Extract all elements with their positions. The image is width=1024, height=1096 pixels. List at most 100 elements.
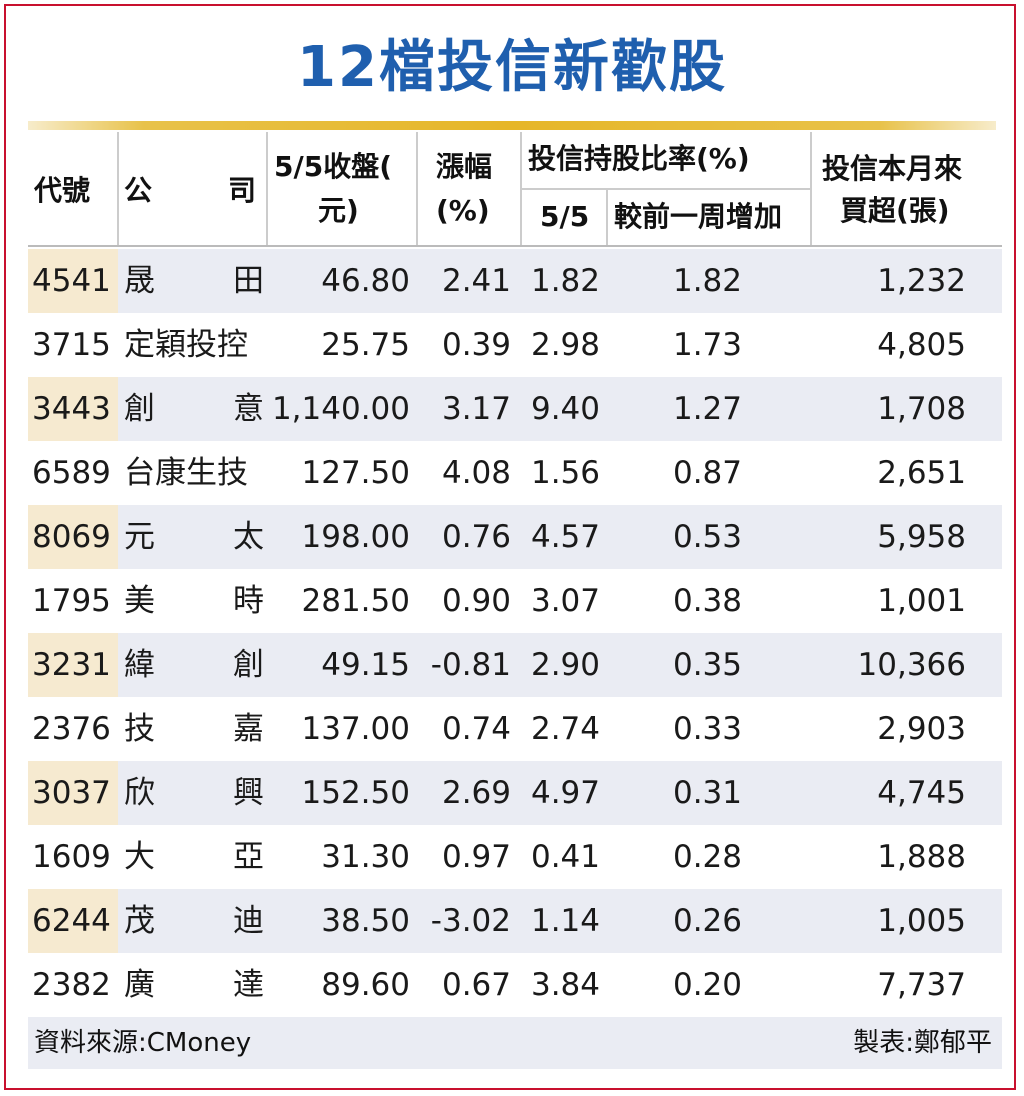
company-name-part: 太 xyxy=(233,519,264,555)
column-divider xyxy=(810,247,812,1017)
company-name-part: 田 xyxy=(233,263,264,299)
ratio-increase: 0.28 xyxy=(672,839,742,875)
change-pct: 0.74 xyxy=(441,711,511,747)
company-name-part: 元 xyxy=(124,519,155,555)
company-name: 創意 xyxy=(124,377,264,441)
change-pct: 4.08 xyxy=(441,455,511,491)
header-code: 代號 xyxy=(34,174,91,207)
change-pct: 2.41 xyxy=(441,263,511,299)
table-row: 3231 緯創 49.15 -0.81 2.90 0.35 10,366 xyxy=(28,633,1002,697)
company-name-part: 意 xyxy=(233,391,264,427)
gold-divider xyxy=(28,121,996,130)
header-buy-2: 買超(張) xyxy=(840,194,950,227)
code-highlight xyxy=(28,761,118,825)
close-price: 25.75 xyxy=(321,327,410,363)
column-divider xyxy=(117,247,119,1017)
net-buy: 7,737 xyxy=(877,967,966,1003)
change-pct: 2.69 xyxy=(441,775,511,811)
company-name-part: 技 xyxy=(124,711,155,747)
company-name-part: 創 xyxy=(124,391,155,427)
close-price: 31.30 xyxy=(321,839,410,875)
close-price: 46.80 xyxy=(321,263,410,299)
close-price: 127.50 xyxy=(301,455,410,491)
stock-code: 3037 xyxy=(32,775,111,811)
company-name: 緯創 xyxy=(124,633,264,697)
ratio-increase: 1.27 xyxy=(672,391,742,427)
header-buy-1: 投信本月來 xyxy=(822,152,963,185)
holding-ratio: 3.07 xyxy=(530,583,600,619)
company-name-part: 達 xyxy=(233,967,264,1003)
ratio-increase: 0.87 xyxy=(672,455,742,491)
holding-ratio: 1.56 xyxy=(530,455,600,491)
footer-bar xyxy=(28,1017,1002,1069)
company-name-part: 嘉 xyxy=(233,711,264,747)
close-price: 89.60 xyxy=(321,967,410,1003)
stock-code: 3715 xyxy=(32,327,111,363)
header-divider xyxy=(606,190,608,247)
header-change-2: (%) xyxy=(436,194,490,227)
holding-ratio: 1.14 xyxy=(530,903,600,939)
company-name-part: 晟 xyxy=(124,263,155,299)
stock-code: 3443 xyxy=(32,391,111,427)
close-price: 1,140.00 xyxy=(271,391,410,427)
close-price: 198.00 xyxy=(301,519,410,555)
holding-ratio: 2.98 xyxy=(530,327,600,363)
net-buy: 4,805 xyxy=(877,327,966,363)
stock-code: 2376 xyxy=(32,711,111,747)
code-highlight xyxy=(28,249,118,313)
ratio-increase: 0.31 xyxy=(672,775,742,811)
change-pct: 3.17 xyxy=(441,391,511,427)
header-divider xyxy=(810,132,812,247)
holding-ratio: 3.84 xyxy=(530,967,600,1003)
company-name-part: 定穎投控 xyxy=(124,327,248,363)
company-name-part: 茂 xyxy=(124,903,155,939)
table-row: 3715 定穎投控 25.75 0.39 2.98 1.73 4,805 xyxy=(28,313,1002,377)
company-name-part: 緯 xyxy=(124,647,155,683)
ratio-increase: 0.35 xyxy=(672,647,742,683)
header-change-1: 漲幅 xyxy=(436,150,493,183)
close-price: 49.15 xyxy=(321,647,410,683)
company-name: 台康生技 xyxy=(124,441,264,505)
holding-ratio: 0.41 xyxy=(530,839,600,875)
company-name: 欣興 xyxy=(124,761,264,825)
header-divider xyxy=(416,132,418,247)
header-ratio-date: 5/5 xyxy=(540,200,590,233)
change-pct: -3.02 xyxy=(430,903,511,939)
change-pct: 0.76 xyxy=(441,519,511,555)
company-name-part: 欣 xyxy=(124,775,155,811)
company-name: 茂迪 xyxy=(124,889,264,953)
header-subdivider xyxy=(520,188,810,190)
code-highlight xyxy=(28,377,118,441)
net-buy: 1,232 xyxy=(877,263,966,299)
header-ratio-group: 投信持股比率(%) xyxy=(528,142,750,175)
company-name-part: 時 xyxy=(233,583,264,619)
net-buy: 1,888 xyxy=(877,839,966,875)
header-divider xyxy=(266,132,268,247)
company-name-part: 美 xyxy=(124,583,155,619)
change-pct: 0.90 xyxy=(441,583,511,619)
table-row: 4541 晟田 46.80 2.41 1.82 1.82 1,232 xyxy=(28,249,1002,313)
holding-ratio: 9.40 xyxy=(530,391,600,427)
company-name: 定穎投控 xyxy=(124,313,264,377)
table-row: 1609 大亞 31.30 0.97 0.41 0.28 1,888 xyxy=(28,825,1002,889)
net-buy: 4,745 xyxy=(877,775,966,811)
company-name-part: 創 xyxy=(233,647,264,683)
ratio-increase: 1.82 xyxy=(672,263,742,299)
table-row: 3037 欣興 152.50 2.69 4.97 0.31 4,745 xyxy=(28,761,1002,825)
stock-code: 6589 xyxy=(32,455,111,491)
column-divider xyxy=(416,247,418,1017)
holding-ratio: 2.90 xyxy=(530,647,600,683)
company-name-part: 大 xyxy=(124,839,155,875)
holding-ratio: 2.74 xyxy=(530,711,600,747)
change-pct: -0.81 xyxy=(430,647,511,683)
holding-ratio: 4.57 xyxy=(530,519,600,555)
ratio-increase: 0.38 xyxy=(672,583,742,619)
net-buy: 2,651 xyxy=(877,455,966,491)
header-close-2: 元) xyxy=(318,194,359,227)
stock-code: 2382 xyxy=(32,967,111,1003)
table-row: 2382 廣達 89.60 0.67 3.84 0.20 7,737 xyxy=(28,953,1002,1017)
code-highlight xyxy=(28,633,118,697)
stock-code: 1609 xyxy=(32,839,111,875)
footer-maker: 製表:鄭郁平 xyxy=(853,1028,992,1058)
company-name-part: 廣 xyxy=(124,967,155,1003)
